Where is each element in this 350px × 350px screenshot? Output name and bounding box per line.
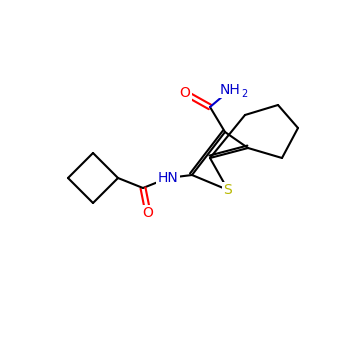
Text: NH: NH — [220, 83, 240, 97]
Text: O: O — [142, 206, 153, 220]
Text: HN: HN — [158, 171, 178, 185]
Text: S: S — [224, 183, 232, 197]
Text: O: O — [180, 86, 190, 100]
Text: 2: 2 — [241, 89, 247, 99]
